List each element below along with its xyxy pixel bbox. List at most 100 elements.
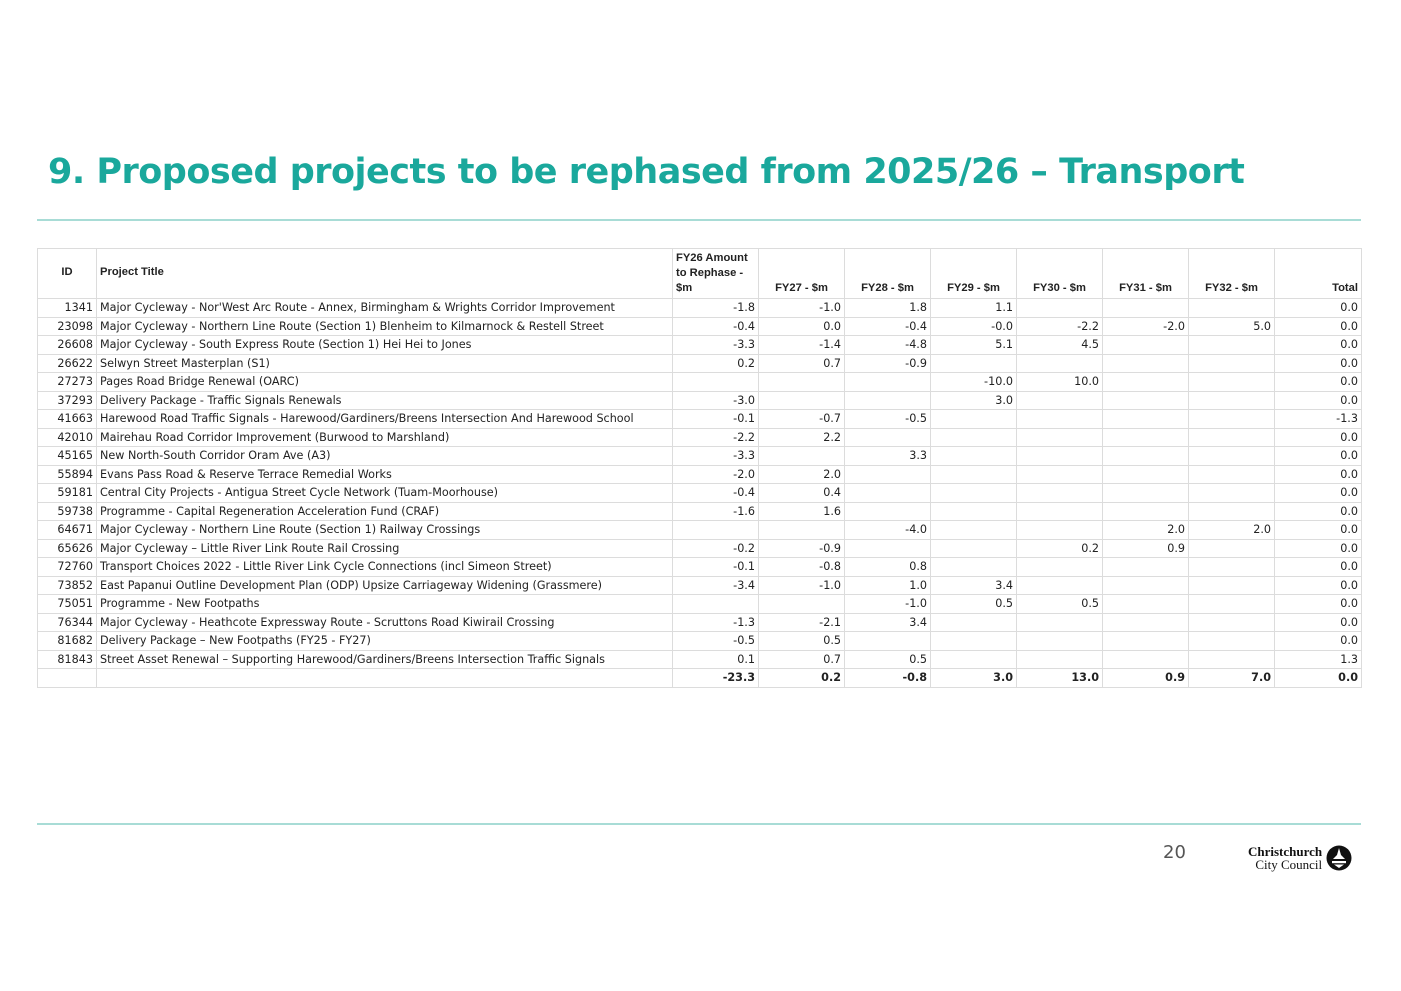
row-fy28-cell: 1.0 [844,575,931,595]
header-fy31: FY31 - $m [1102,248,1189,299]
row-title-cell: Major Cycleway - Nor'West Arc Route - An… [96,298,673,318]
table-row: 45165 New North-South Corridor Oram Ave (… [37,446,1362,466]
row-total-cell: 0.0 [1274,501,1362,521]
header-fy28: FY28 - $m [844,248,931,299]
row-title-cell: Selwyn Street Masterplan (S1) [96,353,673,373]
row-fy27-cell: -1.0 [758,575,845,595]
row-total-cell: 0.0 [1274,372,1362,392]
row-fy29-cell: 3.4 [930,575,1017,595]
row-fy31-cell: 0.9 [1102,538,1189,558]
row-fy30-cell [1016,612,1103,632]
row-fy27-cell: -0.9 [758,538,845,558]
table-row: 27273 Pages Road Bridge Renewal (OARC) -10… [37,372,1362,392]
row-fy32-cell [1188,594,1275,614]
row-title-cell: Delivery Package - Traffic Signals Renew… [96,390,673,410]
row-fy26-cell: -0.4 [672,316,759,336]
header-id: ID [37,248,97,299]
row-fy28-cell: -0.5 [844,409,931,429]
row-fy29-cell: -10.0 [930,372,1017,392]
row-fy31-cell [1102,501,1189,521]
row-fy27-cell [758,372,845,392]
header-total: Total [1274,248,1362,299]
table-row: 76344 Major Cycleway - Heathcote Expressw… [37,612,1362,632]
row-fy31-cell [1102,446,1189,466]
header-fy29: FY29 - $m [930,248,1017,299]
row-fy28-cell: -0.4 [844,316,931,336]
row-fy29-cell [930,520,1017,540]
row-fy31-cell [1102,390,1189,410]
row-fy29-cell [930,538,1017,558]
row-total-cell: 0.0 [1274,316,1362,336]
row-fy28-cell: -4.0 [844,520,931,540]
row-fy27-cell: 2.2 [758,427,845,447]
row-fy26-cell: -3.3 [672,446,759,466]
row-title-cell: East Papanui Outline Development Plan (O… [96,575,673,595]
row-total-cell: 0.0 [1274,557,1362,577]
row-title-cell: Mairehau Road Corridor Improvement (Burw… [96,427,673,447]
row-fy30-cell [1016,483,1103,503]
row-fy29-cell: -0.0 [930,316,1017,336]
row-fy32-cell [1188,575,1275,595]
table-body: 1341 Major Cycleway - Nor'West Arc Route … [37,298,1362,688]
row-fy29-cell: 5.1 [930,335,1017,355]
row-title-cell: Major Cycleway - Northern Line Route (Se… [96,316,673,336]
row-fy32-cell [1188,335,1275,355]
row-total-cell: 0.0 [1274,520,1362,540]
row-id-cell: 42010 [37,427,97,447]
row-fy32-cell [1188,649,1275,669]
row-fy31-cell [1102,557,1189,577]
row-fy31-cell [1102,612,1189,632]
total-fy32: 7.0 [1188,668,1275,688]
row-fy30-cell [1016,353,1103,373]
total-fy27: 0.2 [758,668,845,688]
council-logo: Christchurch City Council [1248,845,1352,871]
row-fy32-cell [1188,427,1275,447]
row-id-cell: 64671 [37,520,97,540]
row-total-cell: 1.3 [1274,649,1362,669]
total-fy31: 0.9 [1102,668,1189,688]
row-fy27-cell: 0.5 [758,631,845,651]
row-fy32-cell [1188,631,1275,651]
row-fy28-cell [844,372,931,392]
row-fy31-cell [1102,464,1189,484]
row-total-cell: 0.0 [1274,427,1362,447]
row-fy27-cell: 1.6 [758,501,845,521]
row-id-cell: 59181 [37,483,97,503]
row-fy28-cell: -0.9 [844,353,931,373]
row-fy31-cell [1102,649,1189,669]
total-fy26: -23.3 [672,668,759,688]
table-row: 65626 Major Cycleway – Little River Link … [37,538,1362,558]
row-fy31-cell [1102,353,1189,373]
row-fy32-cell [1188,409,1275,429]
row-fy30-cell: -2.2 [1016,316,1103,336]
row-fy28-cell [844,483,931,503]
row-fy28-cell [844,501,931,521]
row-fy28-cell: 0.5 [844,649,931,669]
row-fy28-cell [844,538,931,558]
header-fy26: FY26 Amount to Rephase - $m [672,248,759,299]
row-fy32-cell [1188,612,1275,632]
row-fy32-cell [1188,353,1275,373]
row-fy28-cell [844,631,931,651]
row-fy26-cell: -3.3 [672,335,759,355]
row-title-cell: Harewood Road Traffic Signals - Harewood… [96,409,673,429]
row-fy30-cell [1016,631,1103,651]
row-fy32-cell [1188,557,1275,577]
row-title-cell: Street Asset Renewal – Supporting Harewo… [96,649,673,669]
row-id-cell: 81843 [37,649,97,669]
row-fy28-cell: 1.8 [844,298,931,318]
row-title-cell: Central City Projects - Antigua Street C… [96,483,673,503]
row-fy26-cell [672,520,759,540]
table-row: 81682 Delivery Package – New Footpaths (F… [37,631,1362,651]
row-fy26-cell [672,372,759,392]
row-fy30-cell: 10.0 [1016,372,1103,392]
table-row: 75051 Programme - New Footpaths -1.0 0.5 0.5… [37,594,1362,614]
row-title-cell: Major Cycleway – Little River Link Route… [96,538,673,558]
logo-text: Christchurch City Council [1248,845,1322,871]
row-fy27-cell: 0.4 [758,483,845,503]
row-fy27-cell: -0.7 [758,409,845,429]
row-fy27-cell: 2.0 [758,464,845,484]
row-title-cell: Programme - New Footpaths [96,594,673,614]
row-fy31-cell [1102,427,1189,447]
row-fy31-cell: -2.0 [1102,316,1189,336]
